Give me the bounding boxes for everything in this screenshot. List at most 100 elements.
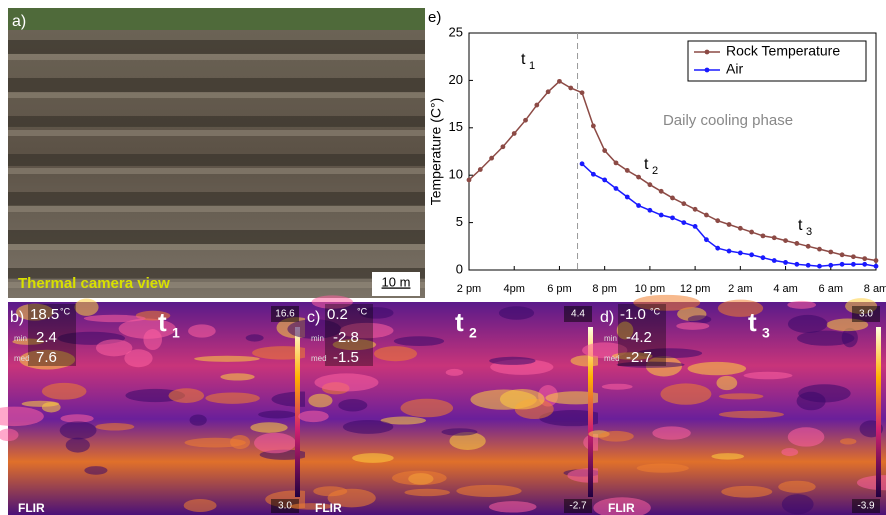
thermal-blob [456, 485, 521, 497]
data-point [727, 249, 732, 254]
thermal-blob [392, 471, 447, 485]
data-point [862, 262, 867, 267]
series-line [469, 81, 876, 260]
thermal-blob [778, 481, 816, 493]
data-point [625, 195, 630, 200]
data-point [478, 167, 483, 172]
data-point [614, 160, 619, 165]
med-label: med [311, 354, 327, 363]
time-label: t [455, 307, 464, 337]
data-point [772, 235, 777, 240]
thermal-blob [787, 301, 816, 309]
thermal-blob [719, 393, 764, 399]
annotation: Daily cooling phase [663, 112, 793, 129]
thermal-blob [545, 391, 606, 404]
data-point [727, 222, 732, 227]
thermal-blob [185, 438, 246, 448]
rock-ledge [8, 244, 425, 250]
data-point [614, 186, 619, 191]
med-temp: -2.7 [626, 349, 652, 366]
thermal-blob [352, 453, 394, 463]
photo-caption: Thermal camera view [18, 275, 170, 292]
data-point [647, 182, 652, 187]
x-tick-label: 6 am [819, 283, 843, 295]
data-point [715, 218, 720, 223]
y-axis-title: Temperature (C°) [428, 98, 444, 206]
data-point [851, 254, 856, 259]
rock-bench [8, 154, 425, 166]
time-subscript: 3 [762, 325, 770, 341]
thermal-blob [676, 322, 709, 330]
logo: FLIR [315, 501, 342, 515]
data-point [704, 213, 709, 218]
thermal-blob [75, 299, 99, 316]
data-point [670, 196, 675, 201]
y-tick-label: 20 [449, 72, 463, 87]
thermal-blob [394, 336, 444, 346]
thermal-blob [84, 466, 107, 475]
x-tick-label: 10 pm [635, 283, 666, 295]
thermal-blob [797, 331, 854, 346]
thermal-blob [314, 373, 378, 391]
data-point [681, 201, 686, 206]
figure: a)Thermal camera view10 me)05101520252 p… [0, 0, 886, 515]
thermal-blob [744, 372, 793, 379]
data-point [467, 178, 472, 183]
scale-min: -3.9 [857, 501, 875, 512]
data-point [851, 262, 856, 267]
thermal-blob [258, 411, 296, 419]
panel-label: d) [600, 309, 614, 326]
time-label: t [748, 307, 757, 337]
thermal-blob [184, 499, 217, 512]
data-point [625, 168, 630, 173]
data-point [749, 230, 754, 235]
thermal-blob [298, 411, 329, 423]
thermal-blob [190, 415, 207, 426]
temp-unit: °C [60, 306, 71, 316]
panel-label: e) [428, 9, 441, 26]
thermal-blob [716, 376, 737, 390]
data-point [580, 90, 585, 95]
legend-marker [705, 50, 710, 55]
temp-unit: °C [357, 306, 368, 316]
thermal-blob [652, 426, 690, 439]
max-temp: 0.2 [327, 306, 348, 323]
data-point [647, 208, 652, 213]
data-point [874, 264, 879, 269]
thermal-blob [220, 373, 254, 380]
data-point [817, 264, 822, 269]
legend-label: Rock Temperature [726, 43, 840, 59]
data-point [636, 203, 641, 208]
thermal-blob [343, 420, 393, 434]
data-point [602, 178, 607, 183]
data-point [693, 224, 698, 229]
annotation: t [798, 217, 803, 234]
data-point [501, 144, 506, 149]
data-point [659, 213, 664, 218]
data-point [636, 175, 641, 180]
data-point [546, 89, 551, 94]
x-tick-label: 8 am [864, 283, 886, 295]
data-point [828, 263, 833, 268]
data-point [772, 258, 777, 263]
data-point [602, 148, 607, 153]
data-point [806, 263, 811, 268]
data-point [580, 161, 585, 166]
rock-ledge [8, 130, 425, 136]
thermal-blob [782, 494, 814, 514]
legend-label: Air [726, 61, 743, 77]
thermal-blob [719, 411, 784, 418]
data-point [659, 189, 664, 194]
logo: FLIR [608, 501, 635, 515]
data-point [794, 241, 799, 246]
data-point [670, 215, 675, 220]
thermal-blob [788, 315, 828, 333]
thermal-blob [374, 346, 417, 361]
annotation: t [521, 51, 526, 68]
thermal-blob [188, 324, 216, 337]
thermal-blob [721, 486, 772, 498]
thermal-blob [660, 383, 711, 404]
data-point [704, 237, 709, 242]
thermal-blob [250, 422, 287, 433]
data-point [840, 252, 845, 257]
